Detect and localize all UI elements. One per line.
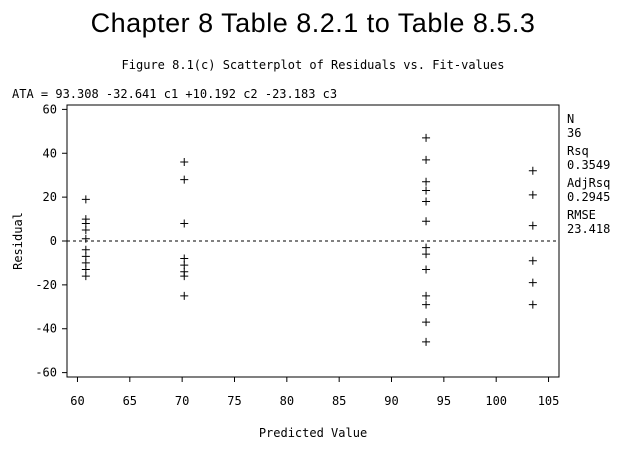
- x-axis: 60 65 70 75 80 85 90 95 100 105: [70, 377, 559, 408]
- y-tick-label: 60: [43, 102, 57, 116]
- data-point: [422, 318, 431, 327]
- y-axis: -60 -40 -20 0 20 40 60: [35, 102, 67, 380]
- x-tick-label: 80: [280, 394, 294, 408]
- data-point: [422, 337, 431, 346]
- stat-n: N 36: [567, 112, 610, 140]
- stat-value: 23.418: [567, 222, 611, 236]
- fit-statistics: N 36 Rsq 0.3549 AdjRsq 0.2945 RMSE 23.41…: [567, 112, 610, 240]
- data-point: [180, 158, 189, 167]
- y-tick-label: -40: [35, 322, 57, 336]
- data-point: [422, 186, 431, 195]
- x-tick-label: 70: [175, 394, 189, 408]
- data-point: [180, 272, 189, 281]
- data-point: [422, 300, 431, 309]
- stat-value: 36: [567, 126, 582, 140]
- stat-rmse: RMSE 23.418: [567, 208, 610, 236]
- stat-adjrsq: AdjRsq 0.2945: [567, 176, 610, 204]
- data-point: [528, 256, 537, 265]
- data-point: [528, 166, 537, 175]
- data-point: [422, 133, 431, 142]
- data-point: [81, 234, 90, 243]
- y-axis-label: Residual: [11, 212, 25, 270]
- stat-label: N: [567, 112, 575, 126]
- x-tick-label: 100: [485, 394, 507, 408]
- data-point: [422, 155, 431, 164]
- data-point: [422, 177, 431, 186]
- y-tick-label: -60: [35, 366, 57, 380]
- y-tick-label: 0: [50, 234, 57, 248]
- data-point: [180, 219, 189, 228]
- data-points: [81, 133, 537, 346]
- data-point: [422, 197, 431, 206]
- x-tick-label: 105: [538, 394, 560, 408]
- figure-subtitle: Figure 8.1(c) Scatterplot of Residuals v…: [121, 58, 505, 72]
- stat-label: RMSE: [567, 208, 596, 222]
- x-tick-label: 75: [227, 394, 241, 408]
- stat-label: AdjRsq: [567, 176, 611, 190]
- data-point: [422, 250, 431, 259]
- stat-label: Rsq: [567, 144, 589, 158]
- data-point: [422, 291, 431, 300]
- data-point: [180, 291, 189, 300]
- stat-value: 0.2945: [567, 190, 611, 204]
- y-tick-label: 20: [43, 190, 57, 204]
- x-tick-label: 60: [70, 394, 84, 408]
- x-tick-label: 90: [384, 394, 398, 408]
- data-point: [528, 190, 537, 199]
- data-point: [528, 300, 537, 309]
- x-tick-label: 65: [123, 394, 137, 408]
- x-tick-label: 95: [437, 394, 451, 408]
- data-point: [81, 195, 90, 204]
- y-tick-label: -20: [35, 278, 57, 292]
- x-axis-label: Predicted Value: [259, 426, 367, 440]
- data-point: [81, 272, 90, 281]
- data-point: [81, 226, 90, 235]
- stat-rsq: Rsq 0.3549: [567, 144, 610, 172]
- data-point: [422, 217, 431, 226]
- y-tick-label: 40: [43, 146, 57, 160]
- page-title: Chapter 8 Table 8.2.1 to Table 8.5.3: [90, 8, 536, 38]
- x-tick-label: 85: [332, 394, 346, 408]
- regression-equation: ATA = 93.308 -32.641 c1 +10.192 c2 -23.1…: [12, 87, 338, 101]
- stat-value: 0.3549: [567, 158, 611, 172]
- data-point: [422, 265, 431, 274]
- data-point: [528, 278, 537, 287]
- data-point: [180, 175, 189, 184]
- data-point: [528, 221, 537, 230]
